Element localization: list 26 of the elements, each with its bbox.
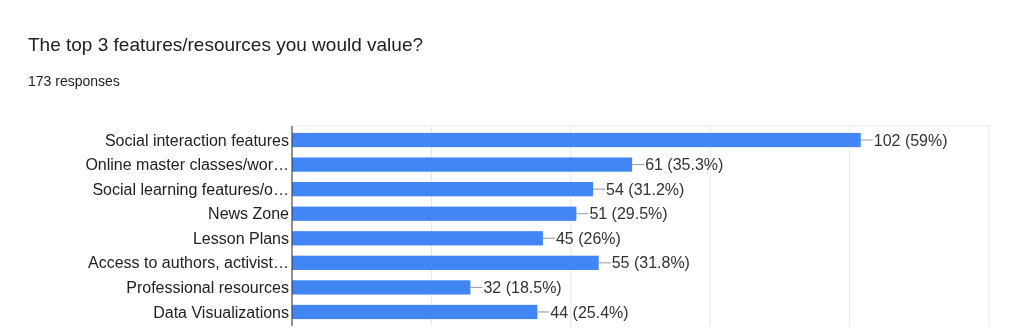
y-tick-label: Online master classes/wor… bbox=[85, 156, 289, 174]
bar bbox=[292, 304, 538, 320]
chart-title: The top 3 features/resources you would value? bbox=[28, 34, 424, 55]
bar bbox=[292, 231, 543, 246]
bar bbox=[292, 280, 471, 295]
y-tick-label: Professional resources bbox=[126, 279, 289, 296]
bar bbox=[292, 157, 633, 172]
y-tick-label: Lesson Plans bbox=[192, 229, 289, 247]
y-tick-label: News Zone bbox=[208, 205, 290, 223]
y-tick-label: Data Visualizations bbox=[153, 303, 289, 321]
data-label: 45 (26%) bbox=[555, 229, 621, 247]
text: 173 responses bbox=[28, 73, 120, 89]
y-tick-label: Social learning features/o… bbox=[92, 180, 289, 198]
bar bbox=[292, 132, 861, 148]
data-label: 32 (18.5%) bbox=[483, 279, 562, 296]
bar bbox=[292, 206, 577, 221]
data-label: 55 (31.8%) bbox=[611, 254, 690, 272]
bar bbox=[292, 182, 594, 197]
y-tick-label: Social interaction features bbox=[104, 131, 289, 149]
data-label: 61 (35.3%) bbox=[645, 156, 724, 174]
y-tick-label: Access to authors, activist… bbox=[88, 254, 289, 272]
data-label: 44 (25.4%) bbox=[550, 303, 629, 321]
data-label: 54 (31.2%) bbox=[606, 180, 685, 198]
data-label: 51 (29.5%) bbox=[589, 205, 668, 223]
bar bbox=[292, 255, 599, 270]
data-label: 102 (59%) bbox=[873, 131, 948, 149]
